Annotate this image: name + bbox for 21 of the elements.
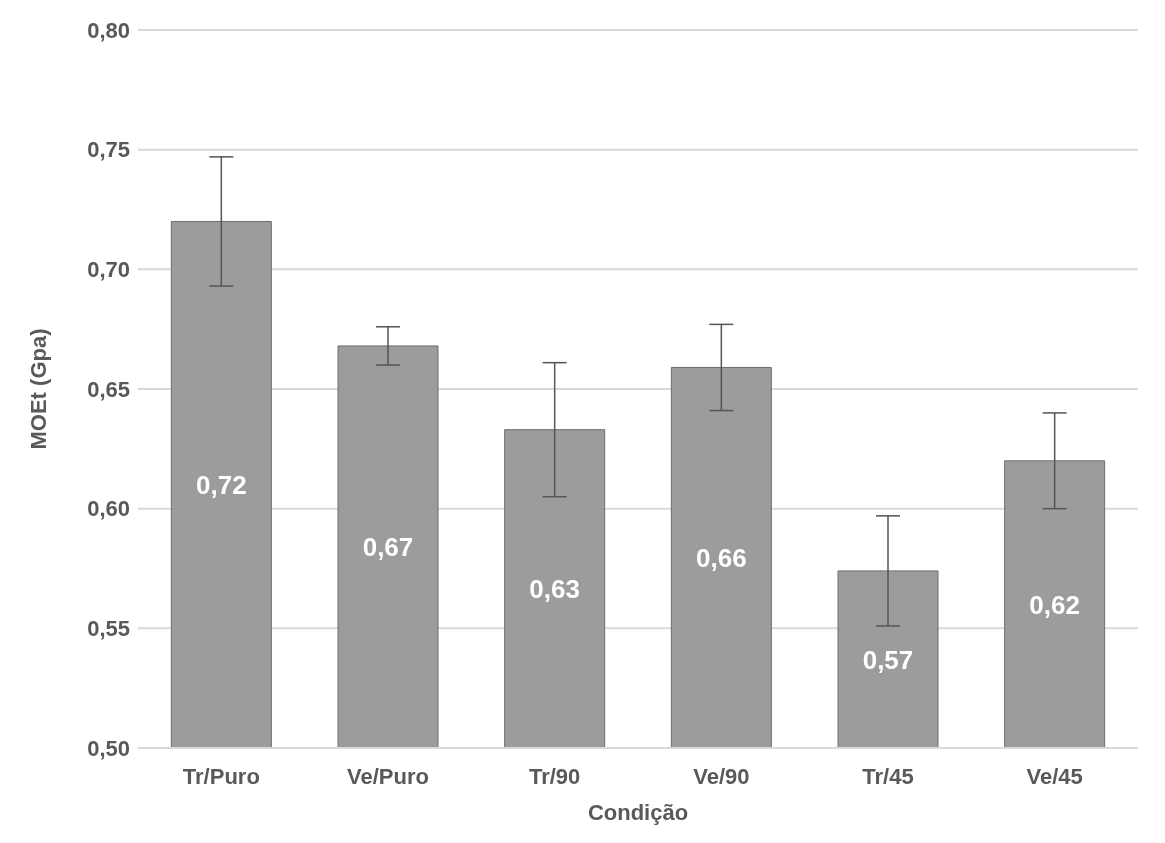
- y-tick-label: 0,65: [87, 376, 130, 402]
- y-axis-title: MOEt (Gpa): [25, 328, 51, 450]
- data-label: 0,67: [362, 532, 414, 563]
- data-label: 0,62: [1029, 589, 1080, 620]
- y-tick-label: 0,60: [87, 496, 130, 522]
- x-tick-label: Tr/45: [862, 763, 914, 789]
- data-label: 0,57: [862, 644, 914, 675]
- x-tick-label: Tr/90: [528, 763, 581, 789]
- data-label: 0,66: [696, 542, 747, 573]
- x-tick-label: Tr/Puro: [182, 763, 260, 789]
- data-label: 0,72: [196, 469, 247, 500]
- data-label: 0,63: [529, 574, 580, 605]
- x-axis-title: Condição: [587, 800, 689, 825]
- y-tick-label: 0,80: [87, 17, 130, 43]
- y-tick-label: 0,75: [87, 137, 130, 163]
- x-tick-label: Ve/Puro: [347, 763, 429, 789]
- x-tick-label: Ve/45: [1026, 763, 1083, 789]
- y-tick-label: 0,55: [87, 616, 130, 642]
- x-tick-label: Ve/90: [693, 763, 750, 789]
- y-tick-label: 0,50: [87, 735, 130, 761]
- y-tick-label: 0,70: [87, 257, 130, 283]
